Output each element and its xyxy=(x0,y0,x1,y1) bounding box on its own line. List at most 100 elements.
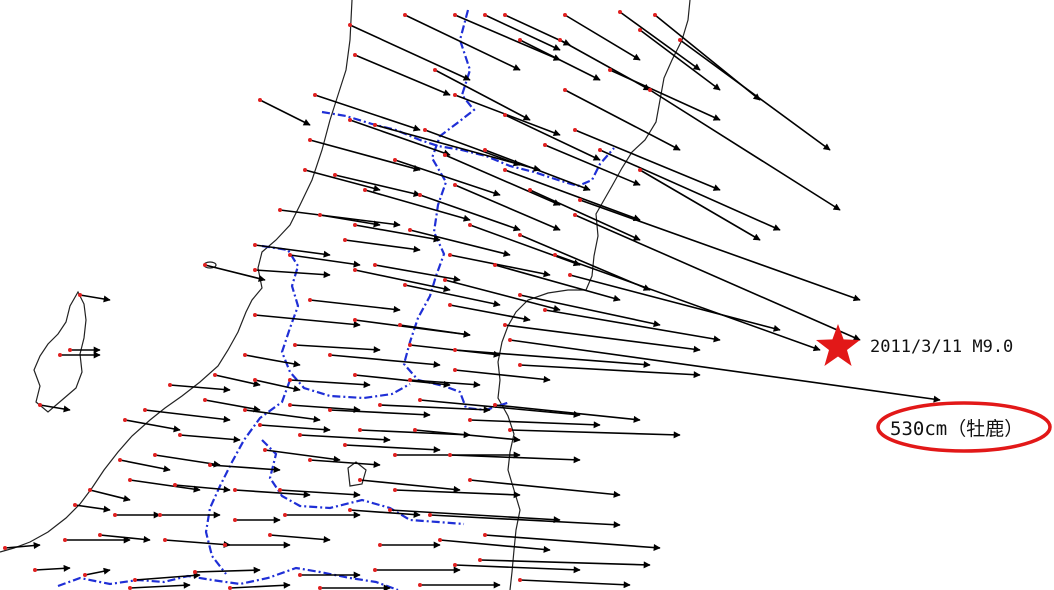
displacement-arrow xyxy=(119,459,171,473)
station-dot xyxy=(233,488,237,492)
displacement-arrow xyxy=(334,174,421,197)
displacement-arrow xyxy=(39,404,71,413)
displacement-arrow xyxy=(564,89,681,151)
station-dot xyxy=(423,128,427,132)
station-dot xyxy=(38,403,42,407)
station-dot xyxy=(278,208,282,212)
displacement-arrow xyxy=(469,419,601,429)
displacement-arrow xyxy=(394,489,521,499)
station-dot xyxy=(598,148,602,152)
station-dot xyxy=(298,573,302,577)
station-dot xyxy=(123,418,127,422)
displacement-arrow xyxy=(574,214,861,341)
displacement-arrow xyxy=(394,159,501,197)
star-icon xyxy=(816,324,860,366)
displacement-arrow xyxy=(319,214,381,228)
displacement-arrow xyxy=(519,579,631,589)
station-dot xyxy=(453,348,457,352)
pacific-coastline xyxy=(497,0,691,590)
station-dot xyxy=(418,193,422,197)
station-dot xyxy=(483,533,487,537)
station-dot xyxy=(653,13,657,17)
epicenter-label: 2011/3/11 M9.0 xyxy=(870,337,1013,357)
displacement-arrow xyxy=(434,69,531,121)
displacement-arrow xyxy=(124,419,181,433)
displacement-arrow xyxy=(414,429,521,443)
station-dot xyxy=(308,298,312,302)
station-dot xyxy=(213,373,217,377)
displacement-arrow xyxy=(519,364,701,379)
station-dot xyxy=(478,558,482,562)
station-dot xyxy=(348,23,352,27)
displacement-arrow xyxy=(349,509,421,519)
inland-lake xyxy=(347,461,367,487)
displacement-arrow xyxy=(504,169,641,222)
station-dot xyxy=(413,428,417,432)
station-dot xyxy=(408,228,412,232)
station-dot xyxy=(253,313,257,317)
prefecture-border-akita-iwate xyxy=(402,9,511,412)
station-dot xyxy=(153,453,157,457)
displacement-arrow xyxy=(354,224,441,243)
station-dot xyxy=(528,188,532,192)
station-dot xyxy=(128,478,132,482)
station-dot xyxy=(393,158,397,162)
station-dot xyxy=(308,458,312,462)
station-dot xyxy=(398,323,402,327)
displacement-arrow xyxy=(504,324,701,353)
station-dot xyxy=(553,253,557,257)
station-dot xyxy=(563,88,567,92)
station-dot xyxy=(288,253,292,257)
displacement-arrow xyxy=(349,119,451,157)
station-dot xyxy=(518,38,522,42)
displacement-arrow xyxy=(169,384,231,393)
station-dot xyxy=(578,198,582,202)
station-dot xyxy=(78,293,82,297)
gnss-stations xyxy=(3,10,682,590)
displacement-arrow xyxy=(444,154,561,206)
station-dot xyxy=(508,338,512,342)
station-dot xyxy=(258,423,262,427)
displacement-arrow xyxy=(194,566,261,574)
prefecture-borders xyxy=(57,9,615,590)
station-dot xyxy=(638,28,642,32)
prefecture-border-aomori xyxy=(321,110,615,188)
station-dot xyxy=(483,148,487,152)
prefecture-border-south xyxy=(57,566,399,590)
displacement-arrow xyxy=(509,429,681,439)
displacement-arrow xyxy=(244,409,321,423)
displacement-arrow xyxy=(289,254,361,268)
station-dot xyxy=(493,263,497,267)
station-dot xyxy=(233,518,237,522)
station-dot xyxy=(278,488,282,492)
displacement-arrow xyxy=(344,444,441,454)
station-dot xyxy=(143,408,147,412)
station-dot xyxy=(193,570,197,574)
station-dot xyxy=(443,153,447,157)
station-dot xyxy=(448,253,452,257)
displacement-arrow xyxy=(519,39,601,81)
displacement-arrow xyxy=(309,459,381,469)
displacement-arrow xyxy=(529,189,641,241)
station-dot xyxy=(63,538,67,542)
displacement-arrow xyxy=(74,504,111,513)
station-dot xyxy=(483,13,487,17)
sea-of-japan-coastline xyxy=(0,0,353,553)
station-dot xyxy=(508,428,512,432)
displacement-arrow xyxy=(254,314,361,328)
displacement-arrow xyxy=(449,254,551,278)
displacement-arrow xyxy=(609,69,721,121)
station-dot xyxy=(448,453,452,457)
displacement-arrow xyxy=(599,149,781,231)
displacement-arrow xyxy=(84,567,111,576)
station-dot xyxy=(203,263,207,267)
displacement-arrow xyxy=(354,269,451,293)
displacement-arrow xyxy=(454,369,551,383)
displacement-arrow xyxy=(374,264,461,283)
displacement-arrow xyxy=(164,539,231,549)
epicenter-marker: 2011/3/11 M9.0 xyxy=(816,324,1013,366)
displacement-arrow xyxy=(99,534,151,543)
displacement-arrow xyxy=(454,564,581,574)
station-dot xyxy=(503,113,507,117)
station-dot xyxy=(203,398,207,402)
